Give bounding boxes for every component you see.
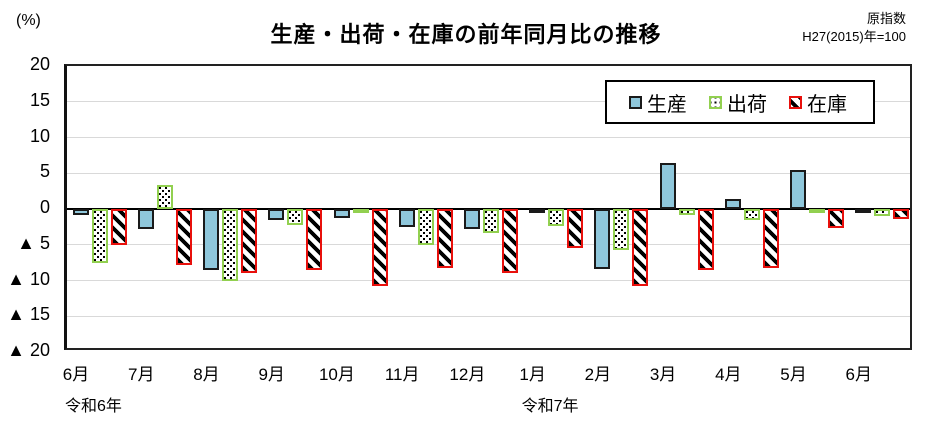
bar-inventory-2 [241,209,258,274]
bar-production-5 [398,209,415,227]
index-note-line2: H27(2015)年=100 [802,29,906,44]
bar-shipment-1 [156,184,173,209]
bar-shipment-3 [287,209,304,225]
gridline [67,315,910,317]
bar-production-0 [72,209,89,215]
y-tick-label: ▲ 10 [7,268,50,289]
x-tick-label: 9月 [258,365,285,384]
bar-shipment-2 [222,209,239,281]
x-tick-label: 7月 [127,365,155,384]
y-tick-label: 0 [39,197,50,217]
shipment-swatch-icon [709,95,722,109]
bar-inventory-1 [175,209,192,266]
bar-shipment-7 [548,209,565,227]
bar-production-12 [855,209,872,213]
bar-inventory-10 [762,209,779,268]
bar-production-2 [203,209,220,271]
legend-label-shipment: 出荷 [727,93,767,116]
x-tick-label: 10月 [318,365,355,384]
legend-item-inventory: 在庫 [789,88,847,117]
gridline [67,172,910,174]
bar-production-10 [724,198,741,209]
legend-label-inventory: 在庫 [807,93,847,116]
bar-inventory-5 [436,209,453,269]
x-tick-label: 4月 [715,365,742,384]
production-swatch-icon [629,95,642,109]
bar-inventory-6 [502,209,518,274]
bar-shipment-5 [417,209,434,245]
gridline [67,244,910,246]
x-tick-label: 6月 [845,365,872,384]
y-tick-label: ▲ 20 [7,340,50,360]
legend-label-production: 生産 [647,93,687,116]
legend-item-production: 生産 [629,88,687,117]
y-tick-label: ▲ 5 [17,232,50,253]
bar-production-3 [268,209,285,220]
y-tick-label: 20 [29,54,50,74]
bar-shipment-8 [613,209,630,251]
bar-inventory-7 [567,209,584,248]
bar-shipment-4 [352,209,369,213]
bar-production-4 [333,209,350,219]
bar-production-7 [529,209,546,213]
x-tick-label: 6月 [62,365,90,384]
legend-item-shipment: 出荷 [709,88,767,117]
bar-inventory-9 [697,209,714,270]
inventory-swatch-icon [789,95,802,109]
legend: 生産 出荷 在庫 [605,80,875,124]
y-tick-label: ▲ 15 [7,304,50,325]
y-axis-unit-label: (%) [16,12,41,29]
x-tick-label: 1月 [519,365,546,384]
bar-inventory-8 [632,209,649,286]
bar-inventory-11 [828,209,845,229]
bar-shipment-12 [874,209,891,217]
bar-inventory-4 [371,209,388,286]
bar-shipment-6 [483,209,499,233]
era-label: 令和6年 [65,398,122,415]
y-tick-label: 10 [29,125,50,146]
gridline [67,280,910,281]
gridline [67,101,910,103]
era-label: 令和7年 [521,398,579,415]
bar-production-1 [137,209,154,230]
bar-production-11 [790,170,807,209]
x-tick-label: 3月 [649,365,677,384]
bar-shipment-0 [91,209,108,264]
bar-production-6 [464,209,480,230]
bar-inventory-0 [110,209,127,245]
bar-production-9 [659,162,676,209]
index-note-line1: 原指数 [866,11,906,26]
x-tick-label: 11月 [384,365,420,384]
chart-title: 生産・出荷・在庫の前年同月比の推移 [270,22,662,47]
y-tick-label: 15 [29,89,50,110]
x-tick-label: 5月 [780,365,807,384]
bar-shipment-9 [678,209,695,215]
bar-shipment-11 [809,209,826,213]
bar-inventory-12 [893,209,910,219]
x-tick-label: 12月 [449,365,486,384]
bar-inventory-3 [306,209,323,270]
index-note: 原指数 H27(2015)年=100 [802,10,906,46]
bar-shipment-10 [743,209,760,220]
y-tick-label: 5 [39,161,50,182]
bar-production-8 [594,209,611,270]
x-tick-label: 2月 [584,365,612,384]
x-tick-label: 8月 [193,365,220,384]
gridline [67,137,910,138]
